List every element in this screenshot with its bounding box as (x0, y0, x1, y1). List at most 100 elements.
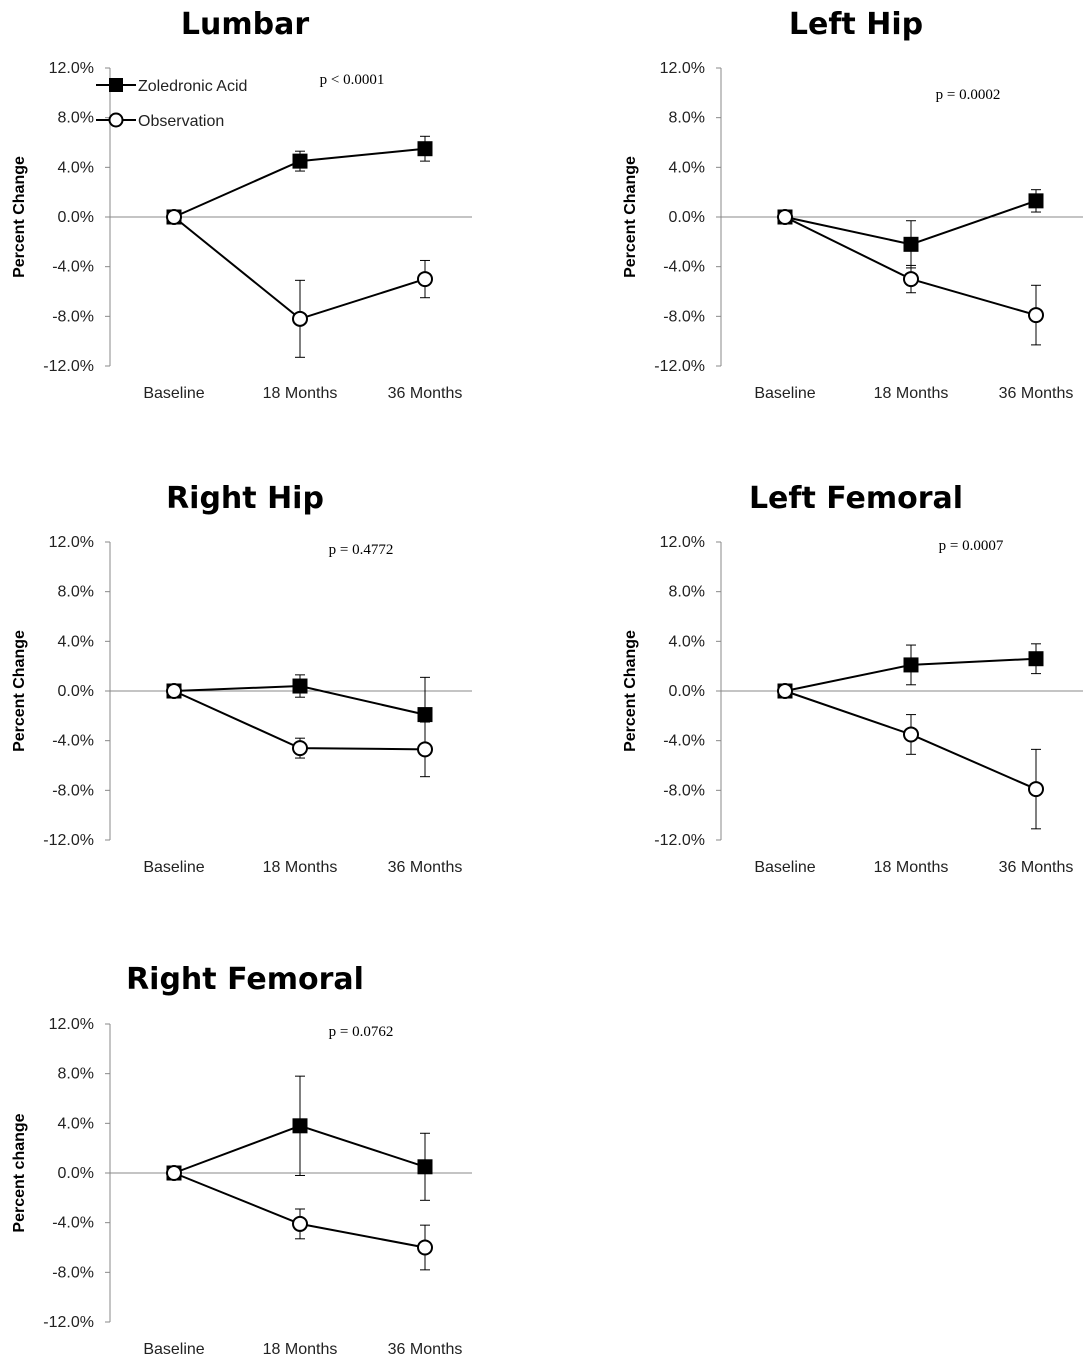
x-tick-label: 18 Months (263, 385, 338, 402)
y-tick-label: 12.0% (49, 534, 94, 551)
x-tick-label: 36 Months (999, 859, 1074, 876)
y-tick-label: 0.0% (58, 683, 94, 700)
marker-zoledronic-acid (417, 707, 433, 723)
y-tick-label: 12.0% (660, 60, 705, 77)
marker-zoledronic-acid (292, 153, 308, 169)
marker-observation (166, 1165, 182, 1181)
legend-zoledronic-marker (109, 78, 123, 92)
y-tick-label: -4.0% (52, 259, 94, 276)
marker-zoledronic-acid (903, 657, 919, 673)
marker-observation (777, 209, 793, 225)
marker-observation (166, 683, 182, 699)
panel-lumbar: Lumbar p < 0.0001 Percent Change 12.0% 8.0% 4… (11, 7, 472, 402)
y-tick-label: 8.0% (669, 584, 705, 601)
y-tick-label: 8.0% (669, 110, 705, 127)
marker-zoledronic-acid (1028, 193, 1044, 209)
y-tick-label: -12.0% (43, 358, 94, 375)
y-tick-label: -12.0% (43, 832, 94, 849)
y-tick-label: -8.0% (663, 782, 705, 799)
p-value-label: p = 0.0762 (329, 1024, 394, 1040)
y-tick-label: 12.0% (660, 534, 705, 551)
y-tick-label: 4.0% (669, 159, 705, 176)
x-tick-label: 36 Months (388, 859, 463, 876)
legend-observation-label: Observation (138, 113, 224, 130)
marker-zoledronic-acid (903, 236, 919, 252)
y-tick-label: -8.0% (663, 308, 705, 325)
marker-observation (417, 271, 433, 288)
x-tick-label: 18 Months (874, 859, 949, 876)
marker-zoledronic-acid (1028, 651, 1044, 667)
y-tick-label: -4.0% (52, 733, 94, 750)
marker-observation (417, 1239, 433, 1256)
y-tick-label: 0.0% (669, 209, 705, 226)
y-tick-label: -8.0% (52, 308, 94, 325)
legend-zoledronic-label: Zoledronic Acid (138, 78, 247, 95)
p-value-label: p = 0.0002 (936, 87, 1001, 103)
y-axis-label: Percent Change (622, 630, 639, 752)
panel-title: Lumbar (181, 7, 309, 42)
x-tick-label: Baseline (754, 859, 815, 876)
x-tick-label: Baseline (754, 385, 815, 402)
x-tick-label: Baseline (143, 385, 204, 402)
y-tick-label: 8.0% (58, 1066, 94, 1083)
x-tick-label: Baseline (143, 1341, 204, 1358)
y-axis-label: Percent Change (11, 630, 28, 752)
panel-right-femoral: Right Femoral p = 0.0762 Percent change 12.… (11, 962, 472, 1358)
y-tick-label: -12.0% (43, 1314, 94, 1331)
panel-right-hip: Right Hip p = 0.4772 Percent Change 12.0% 8.… (11, 481, 472, 876)
legend-observation-marker (108, 112, 124, 128)
y-tick-label: -12.0% (654, 832, 705, 849)
y-tick-label: -4.0% (52, 1215, 94, 1232)
marker-observation (903, 271, 919, 288)
y-tick-label: 4.0% (669, 633, 705, 650)
panel-title: Right Hip (166, 481, 324, 516)
x-tick-label: Baseline (143, 859, 204, 876)
x-tick-label: 18 Months (263, 859, 338, 876)
marker-zoledronic-acid (292, 1118, 308, 1134)
x-tick-label: 36 Months (999, 385, 1074, 402)
p-value-label: p < 0.0001 (320, 72, 385, 88)
marker-observation (1028, 781, 1044, 798)
panel-left-hip: Left Hip p = 0.0002 Percent Change 12.0% 8.0… (622, 7, 1083, 402)
marker-zoledronic-acid (417, 141, 433, 157)
marker-zoledronic-acid (417, 1159, 433, 1175)
y-tick-label: -12.0% (654, 358, 705, 375)
y-tick-label: 0.0% (669, 683, 705, 700)
y-tick-label: 12.0% (49, 60, 94, 77)
x-tick-label: 18 Months (874, 385, 949, 402)
marker-observation (777, 683, 793, 699)
marker-observation (292, 310, 308, 327)
x-tick-label: 36 Months (388, 1341, 463, 1358)
y-axis-label: Percent change (11, 1113, 28, 1232)
marker-observation (1028, 307, 1044, 324)
marker-observation (903, 726, 919, 743)
y-tick-label: 0.0% (58, 1165, 94, 1182)
marker-observation (292, 1215, 308, 1232)
y-axis-label: Percent Change (622, 156, 639, 278)
x-tick-label: 18 Months (263, 1341, 338, 1358)
y-tick-label: -4.0% (663, 733, 705, 750)
y-tick-label: 12.0% (49, 1016, 94, 1033)
y-tick-label: 8.0% (58, 110, 94, 127)
panel-left-femoral: Left Femoral p = 0.0007 Percent Change 12.0… (622, 481, 1083, 876)
p-value-label: p = 0.0007 (939, 538, 1004, 554)
panel-title: Left Femoral (749, 481, 963, 516)
panel-title: Left Hip (789, 7, 923, 42)
marker-zoledronic-acid (292, 678, 308, 694)
y-tick-label: 0.0% (58, 209, 94, 226)
marker-observation (417, 741, 433, 758)
y-tick-label: -8.0% (52, 1264, 94, 1281)
y-tick-label: 4.0% (58, 1115, 94, 1132)
x-tick-label: 36 Months (388, 385, 463, 402)
y-tick-label: 8.0% (58, 584, 94, 601)
y-tick-label: -8.0% (52, 782, 94, 799)
y-axis-label: Percent Change (11, 156, 28, 278)
y-tick-label: 4.0% (58, 633, 94, 650)
y-tick-label: -4.0% (663, 259, 705, 276)
marker-observation (166, 209, 182, 225)
y-tick-label: 4.0% (58, 159, 94, 176)
marker-observation (292, 740, 308, 757)
p-value-label: p = 0.4772 (329, 542, 394, 558)
panel-title: Right Femoral (126, 962, 364, 997)
